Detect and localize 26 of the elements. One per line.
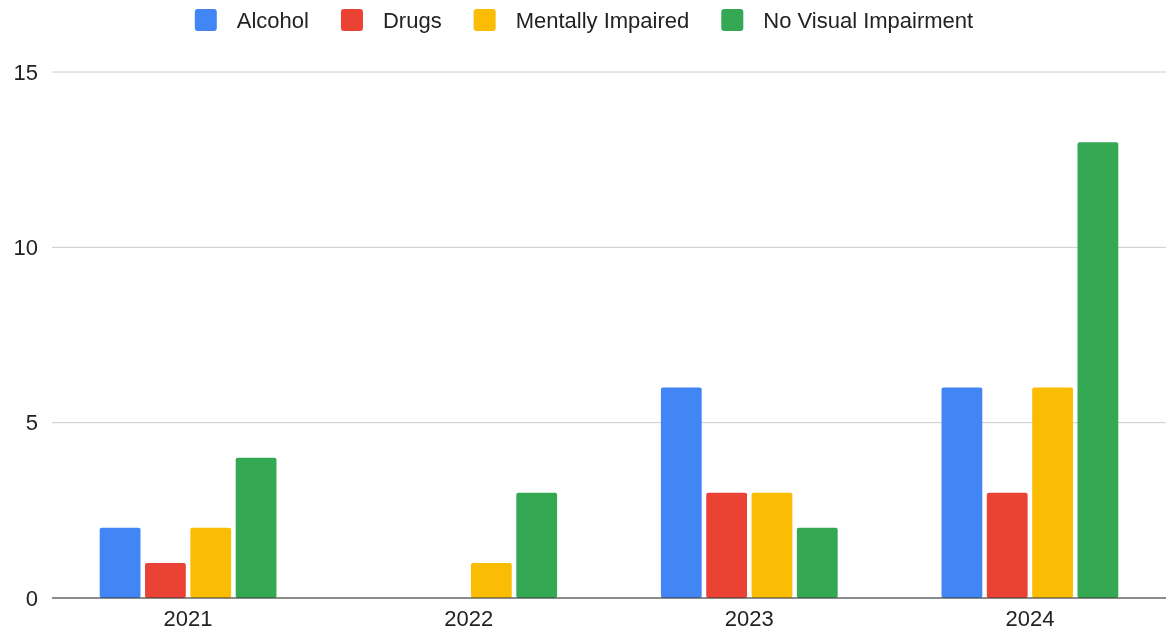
bar <box>470 562 512 598</box>
x-tick-label: 2023 <box>724 605 774 631</box>
legend-label: No Visual Impairment <box>763 8 974 33</box>
bar <box>1032 387 1073 598</box>
x-tick-label: 2021 <box>163 605 213 631</box>
legend-label: Drugs <box>382 8 442 33</box>
y-tick-label: 0 <box>25 585 38 611</box>
bar <box>145 562 186 598</box>
x-tick-label: 2022 <box>444 605 494 631</box>
legend-label: Mentally Impaired <box>515 8 690 33</box>
x-tick-label: 2024 <box>1005 605 1055 631</box>
bar <box>751 492 793 598</box>
legend-label: Alcohol <box>236 8 309 33</box>
bar <box>1077 142 1119 598</box>
bar <box>986 492 1028 598</box>
y-tick-label: 10 <box>13 234 38 260</box>
bar <box>941 387 983 598</box>
bar <box>190 527 232 598</box>
bar <box>516 492 558 598</box>
bar <box>796 527 838 598</box>
bar <box>99 527 141 598</box>
bar <box>660 387 702 598</box>
y-tick-label: 15 <box>13 59 38 85</box>
bar <box>706 492 748 598</box>
bar <box>235 457 277 598</box>
y-tick-label: 5 <box>25 410 38 436</box>
